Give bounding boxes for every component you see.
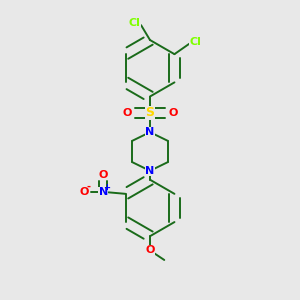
Text: -: - xyxy=(86,182,90,192)
Text: Cl: Cl xyxy=(129,18,140,28)
Text: Cl: Cl xyxy=(190,37,202,47)
Text: O: O xyxy=(145,245,155,256)
Text: O: O xyxy=(79,188,88,197)
Text: S: S xyxy=(146,106,154,119)
Text: N: N xyxy=(146,166,154,176)
Text: N: N xyxy=(99,188,108,197)
Text: N: N xyxy=(146,127,154,137)
Text: O: O xyxy=(168,108,178,118)
Text: O: O xyxy=(122,108,132,118)
Text: O: O xyxy=(99,169,108,179)
Text: +: + xyxy=(103,182,110,191)
